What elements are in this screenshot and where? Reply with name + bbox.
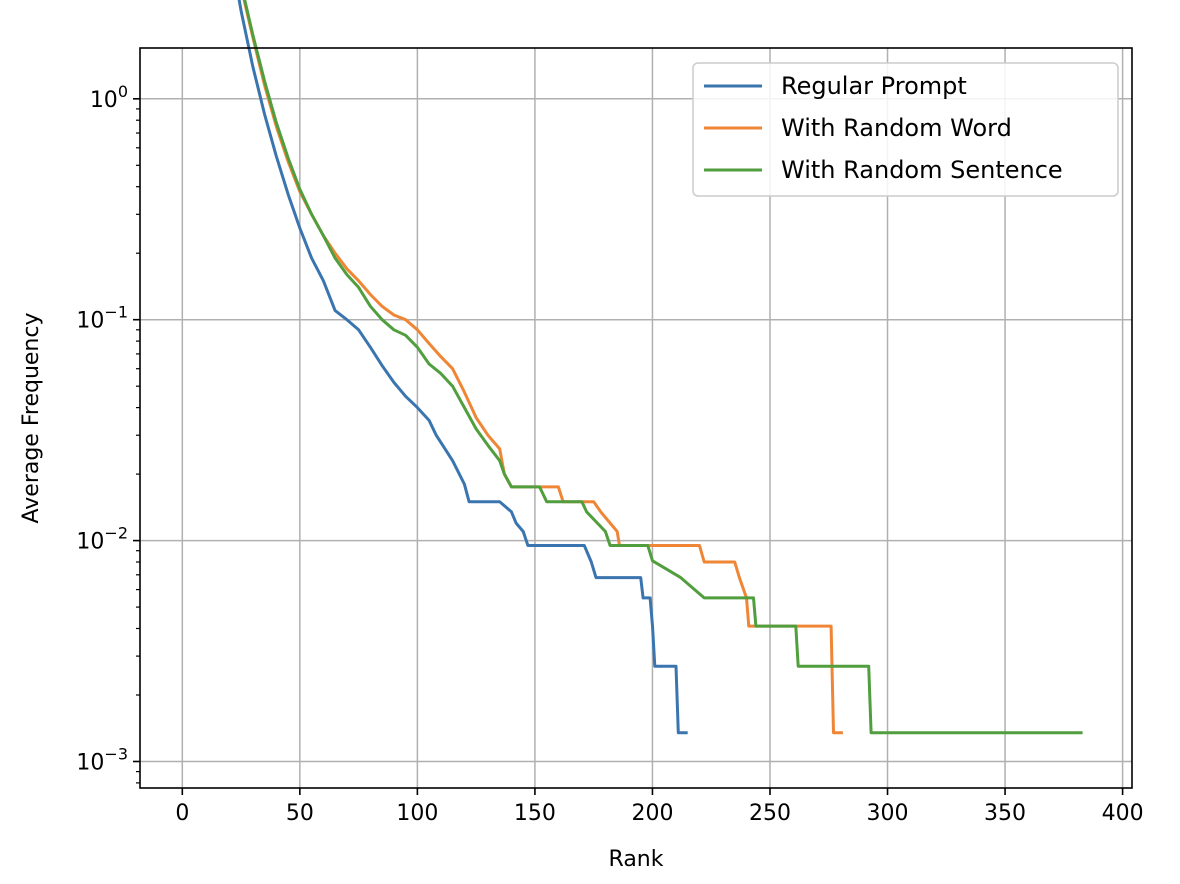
x-tick-label: 350: [984, 801, 1026, 826]
legend-label-with-random-sentence: With Random Sentence: [781, 156, 1063, 184]
x-tick-label: 50: [286, 801, 314, 826]
x-tick-label: 100: [396, 801, 438, 826]
series-line-regular-prompt: [237, 0, 688, 735]
x-axis-label: Rank: [609, 847, 664, 872]
legend: Regular Prompt With Random Word With Rando…: [692, 62, 1119, 197]
x-tick-label: 250: [749, 801, 791, 826]
x-tick-label: 0: [175, 801, 189, 826]
y-tick-exponent: 0: [118, 82, 128, 101]
y-axis-label: Average Frequency: [19, 313, 44, 524]
legend-box: [692, 62, 1119, 197]
y-tick-exponent: −3: [104, 744, 128, 763]
y-tick-exponent: −1: [104, 303, 128, 322]
y-tick-base: 10: [76, 530, 104, 555]
y-axis: 10210110010−110−210−3: [76, 82, 140, 784]
plot-area: [139, 47, 1133, 789]
y-tick-label: 10−1: [76, 303, 128, 334]
series-lines: [237, 0, 1083, 735]
y-tick-base: 10: [90, 88, 118, 113]
x-tick-label: 150: [514, 801, 556, 826]
y-tick-base: 10: [76, 309, 104, 334]
legend-label-with-random-word: With Random Word: [781, 114, 1012, 142]
series-line-with-random-sentence: [243, 0, 1083, 735]
y-tick-label: 10−3: [76, 744, 128, 775]
y-tick-label: 100: [90, 82, 128, 113]
x-tick-label: 200: [631, 801, 673, 826]
x-axis: 0 50 100 150 200 250 300 350 400: [175, 788, 1144, 826]
y-tick-label: 10−2: [76, 524, 128, 555]
series-line-with-random-word: [242, 0, 843, 735]
x-tick-label: 300: [867, 801, 909, 826]
x-tick-label: 400: [1102, 801, 1144, 826]
y-tick-exponent: −2: [104, 524, 128, 543]
y-tick-base: 10: [76, 750, 104, 775]
legend-label-regular-prompt: Regular Prompt: [781, 72, 967, 100]
